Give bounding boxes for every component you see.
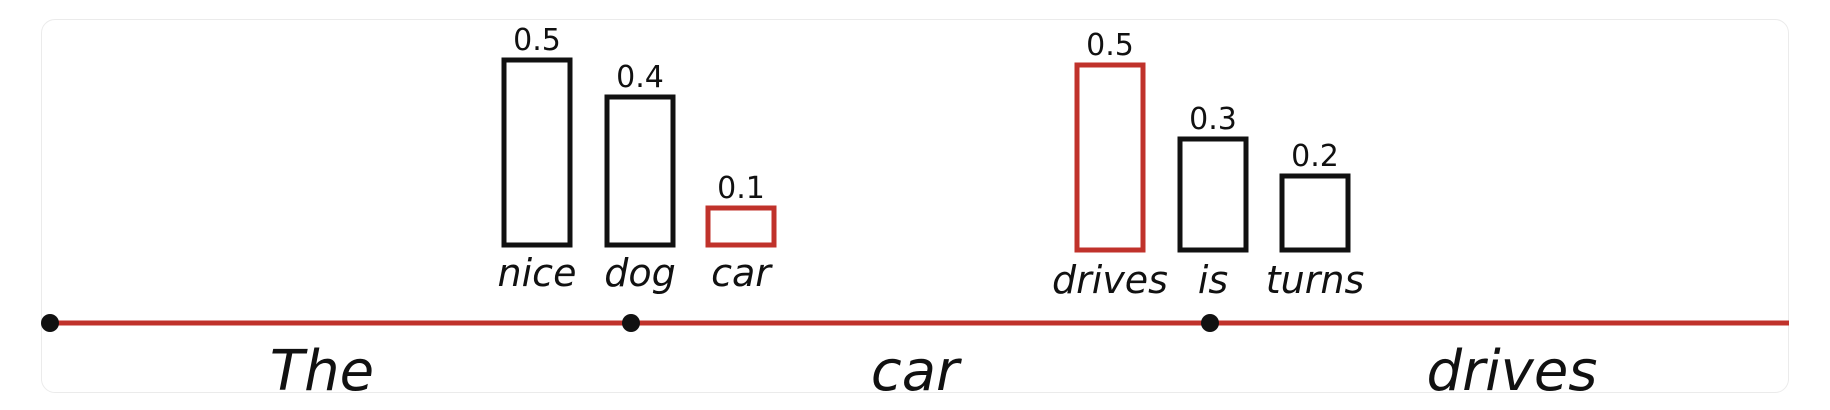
probability-label: 0.1 [717, 171, 765, 206]
probability-label: 0.3 [1189, 102, 1237, 137]
token-layer: The car drives [41, 314, 1597, 404]
step-group: 0.5 drives 0.3 is 0.2 turns [1052, 28, 1364, 302]
probability-label: 0.5 [513, 23, 561, 58]
selected-candidate-bar [705, 205, 777, 248]
token-word: drives [1427, 339, 1598, 404]
selected-candidate-bar [1074, 62, 1146, 253]
diagram-card [41, 19, 1789, 393]
candidate-word: drives [1052, 258, 1168, 302]
probability-label: 0.2 [1291, 139, 1339, 174]
candidate-word: dog [604, 251, 676, 295]
candidate-bar [1177, 136, 1249, 253]
probability-label: 0.5 [1086, 28, 1134, 63]
timeline-dot [1201, 314, 1219, 332]
token-word: car [871, 339, 962, 404]
step-group: 0.5 nice 0.4 dog 0.1 car [498, 23, 777, 295]
candidate-bar [604, 94, 676, 248]
candidate-layer: 0.5 nice 0.4 dog 0.1 car 0.5 drives 0.3 is 0.2 turn… [498, 23, 1365, 302]
candidate-word: nice [498, 251, 577, 295]
candidate-word: car [711, 251, 773, 295]
probability-label: 0.4 [616, 60, 664, 95]
timeline-dot [41, 314, 59, 332]
candidate-bar [501, 57, 573, 248]
candidate-bar [1279, 173, 1351, 253]
candidate-word: is [1198, 258, 1228, 302]
token-word: The [270, 339, 374, 404]
candidate-word: turns [1266, 258, 1365, 302]
timeline-dot [622, 314, 640, 332]
